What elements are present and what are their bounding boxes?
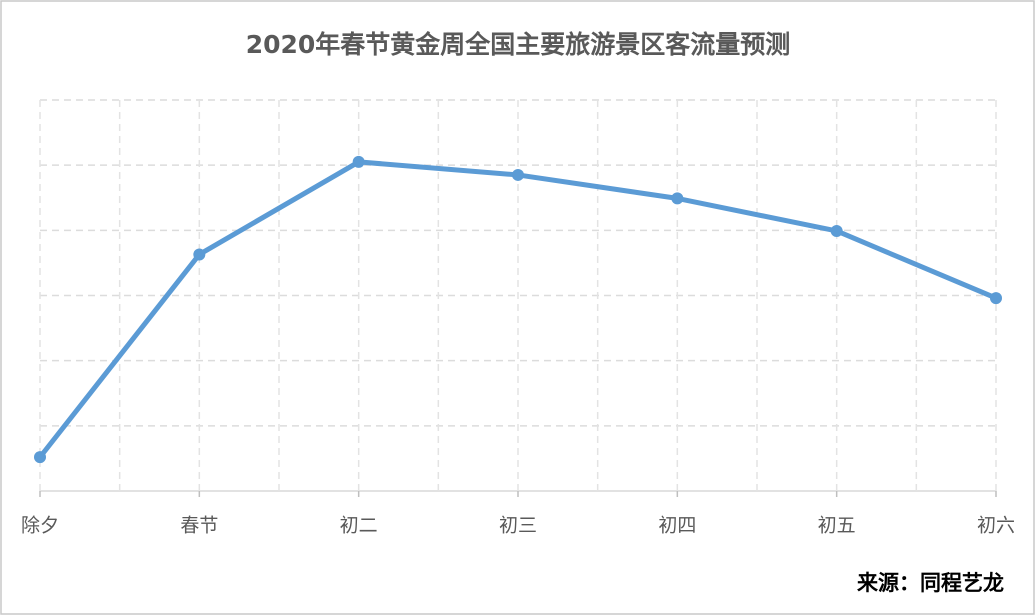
source-note: 来源：同程艺龙 [857, 571, 1004, 595]
data-point [34, 451, 46, 464]
x-tick-label: 初二 [340, 515, 378, 537]
x-tick-label: 初四 [658, 515, 696, 537]
data-point [193, 248, 206, 261]
x-tick-label: 春节 [180, 515, 218, 537]
x-tick-label: 初五 [818, 515, 856, 537]
data-point [830, 224, 843, 237]
data-point [352, 155, 365, 168]
x-tick-label: 初六 [977, 515, 1015, 537]
chart-title: 2020年春节黄金周全国主要旅游景区客流量预测 [246, 30, 791, 59]
data-point [671, 192, 684, 205]
x-tick-label: 除夕 [21, 515, 59, 537]
data-point [512, 168, 524, 181]
x-tick-label: 初三 [499, 515, 537, 537]
data-point [990, 292, 1002, 305]
